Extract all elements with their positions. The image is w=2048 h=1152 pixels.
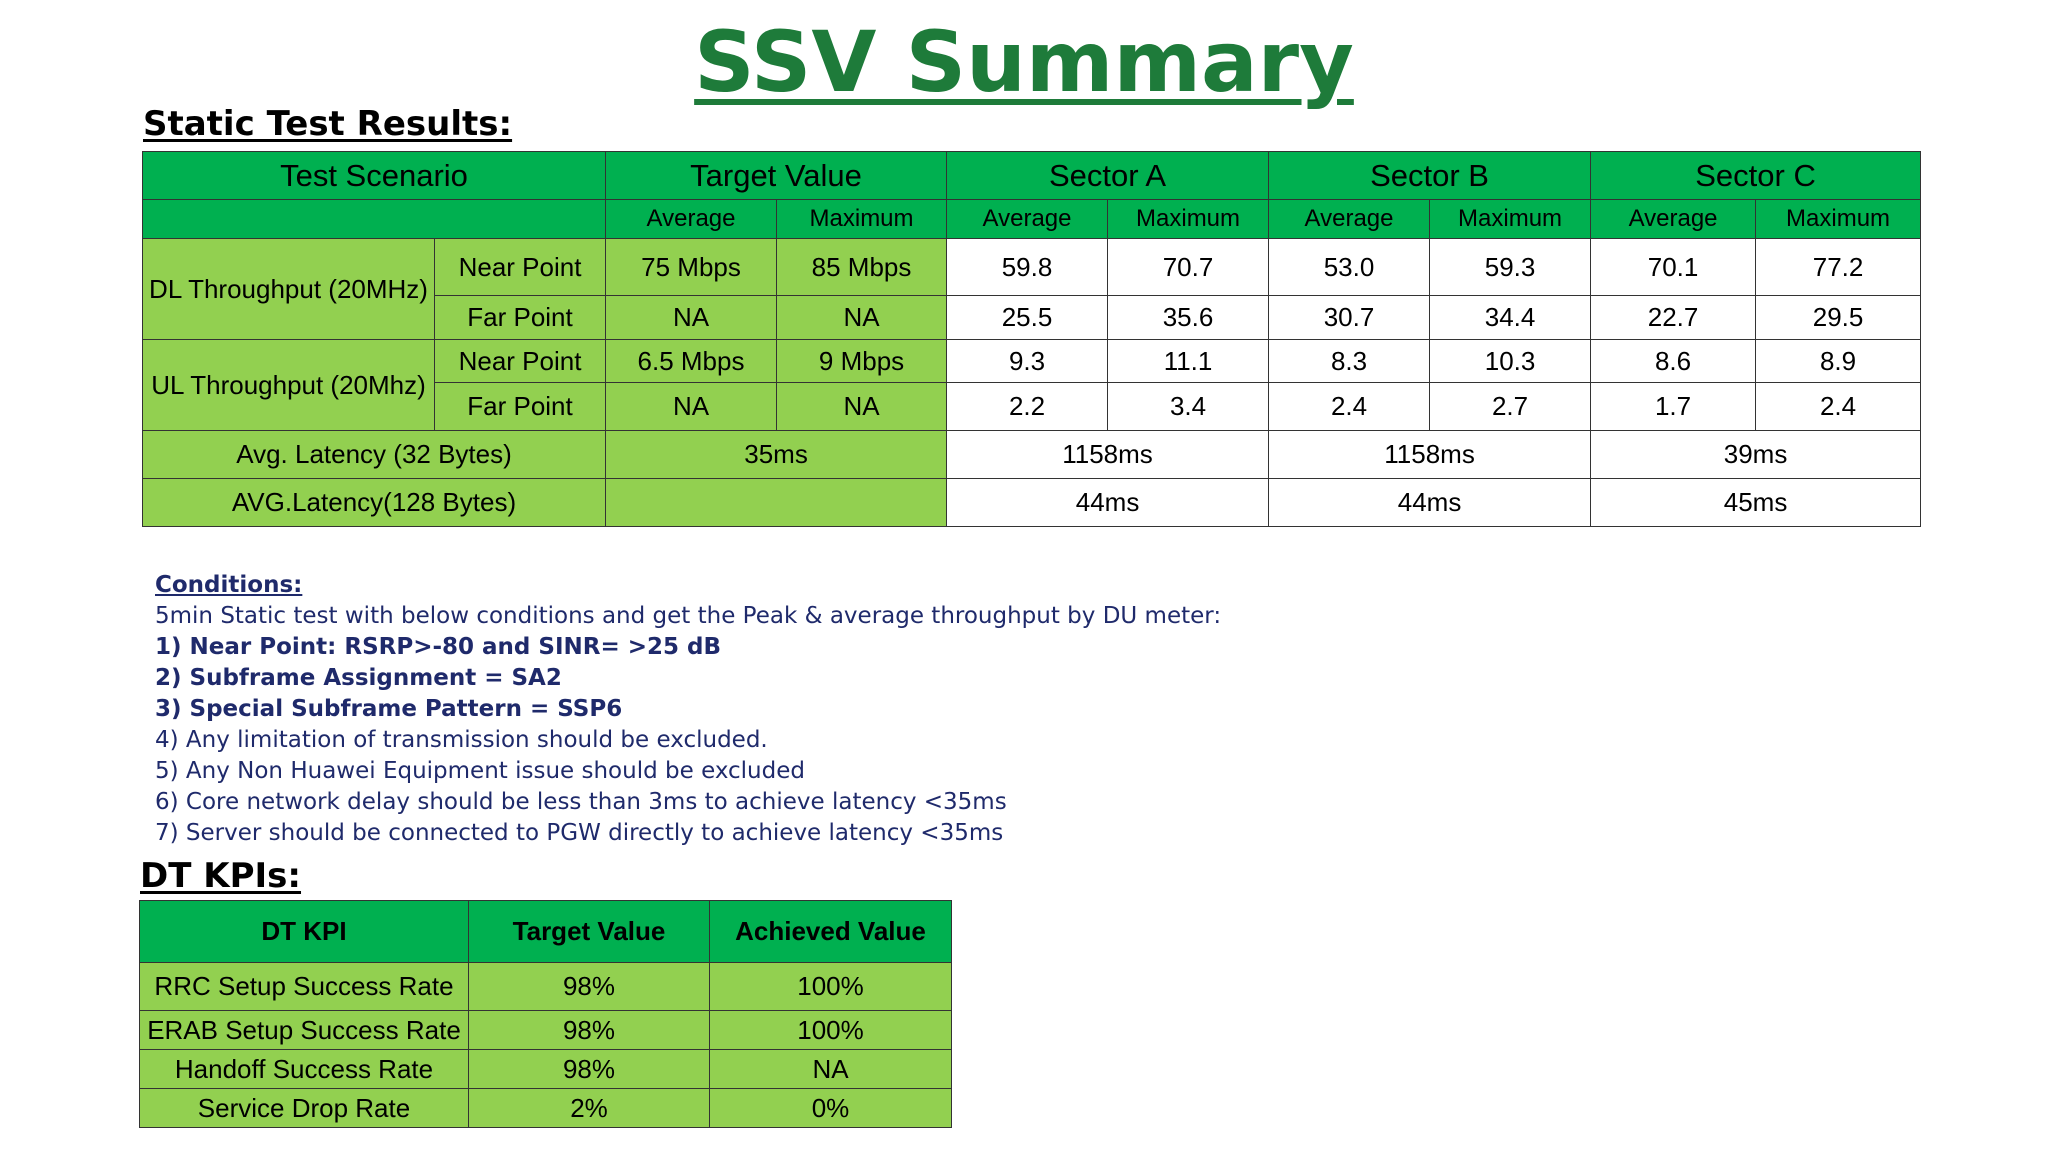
subheader-a-average: Average [946,199,1109,239]
dl-near-b-maximum: 59.3 [1429,238,1592,296]
kpi-target: 2% [468,1088,710,1128]
condition-item: 7) Server should be connected to PGW dir… [155,820,1004,846]
dl-near-a-average: 59.8 [946,238,1109,296]
kpi-name: Service Drop Rate [139,1088,469,1128]
dl-far-c-maximum: 29.5 [1755,295,1922,340]
latency-128-sector-a: 44ms [946,478,1270,527]
subheader-c-average: Average [1590,199,1757,239]
latency-32-sector-b: 1158ms [1268,430,1592,479]
conditions-intro: 5min Static test with below conditions a… [155,603,1222,629]
dl-near-target-average: 75 Mbps [605,238,778,296]
dl-near-a-maximum: 70.7 [1107,238,1270,296]
ul-far-b-average: 2.4 [1268,382,1431,431]
header-target-value: Target Value [605,151,948,200]
kpi-achieved: 100% [709,962,952,1011]
kpi-name: Handoff Success Rate [139,1049,469,1089]
subheader-target-average: Average [605,199,778,239]
dl-far-a-maximum: 35.6 [1107,295,1270,340]
ul-near-target-maximum: 9 Mbps [776,339,948,383]
subheader-b-maximum: Maximum [1429,199,1592,239]
latency-128-target [605,478,948,527]
condition-item: 2) Subframe Assignment = SA2 [155,665,562,691]
conditions-heading: Conditions: [155,572,303,598]
ul-far-b-maximum: 2.7 [1429,382,1592,431]
dl-near-target-maximum: 85 Mbps [776,238,948,296]
dl-near-c-maximum: 77.2 [1755,238,1922,296]
latency-32-sector-c: 39ms [1590,430,1922,479]
condition-item: 3) Special Subframe Pattern = SSP6 [155,696,623,722]
subheader-a-maximum: Maximum [1107,199,1270,239]
dl-throughput-label: DL Throughput (20MHz) [142,238,435,340]
kpi-name: RRC Setup Success Rate [139,962,469,1011]
subheader-blank [141,199,607,239]
kpi-header-achieved: Achieved Value [709,900,952,963]
header-sector-c: Sector C [1590,151,1922,200]
header-test-scenario: Test Scenario [141,151,607,200]
ul-throughput-label: UL Throughput (20Mhz) [142,339,435,431]
page-title: SSV Summary [0,12,2048,112]
kpi-name: ERAB Setup Success Rate [139,1010,469,1050]
condition-item: 1) Near Point: RSRP>-80 and SINR= >25 dB [155,634,722,660]
dl-far-point-label: Far Point [433,295,607,340]
conditions-block: Conditions: 5min Static test with below … [155,570,1221,849]
ul-near-a-average: 9.3 [946,339,1109,383]
dl-far-c-average: 22.7 [1590,295,1757,340]
ul-far-a-maximum: 3.4 [1107,382,1270,431]
ul-near-b-maximum: 10.3 [1429,339,1592,383]
dl-far-b-average: 30.7 [1268,295,1431,340]
static-results-table: Test Scenario Target Value Sector A Sect… [141,151,1922,527]
kpi-target: 98% [468,962,710,1011]
kpi-achieved: 100% [709,1010,952,1050]
header-sector-a: Sector A [946,151,1270,200]
dl-far-target-average: NA [605,295,778,340]
kpi-target: 98% [468,1049,710,1089]
latency-128-sector-c: 45ms [1590,478,1922,527]
dl-near-point-label: Near Point [433,238,607,296]
kpi-header-target: Target Value [468,900,710,963]
kpi-achieved: 0% [709,1088,952,1128]
latency-32-label: Avg. Latency (32 Bytes) [141,430,607,479]
dl-far-b-maximum: 34.4 [1429,295,1592,340]
ul-far-a-average: 2.2 [946,382,1109,431]
ul-far-target-maximum: NA [776,382,948,431]
dl-near-c-average: 70.1 [1590,238,1757,296]
static-results-heading: Static Test Results: [143,104,513,144]
dt-kpis-heading: DT KPIs: [140,856,302,896]
dt-kpi-table: DT KPI Target Value Achieved Value RRC S… [139,900,952,1128]
dl-near-b-average: 53.0 [1268,238,1431,296]
kpi-achieved: NA [709,1049,952,1089]
ul-far-target-average: NA [605,382,778,431]
condition-item: 5) Any Non Huawei Equipment issue should… [155,758,805,784]
condition-item: 4) Any limitation of transmission should… [155,727,768,753]
latency-128-sector-b: 44ms [1268,478,1592,527]
subheader-c-maximum: Maximum [1755,199,1922,239]
ul-near-point-label: Near Point [433,339,607,383]
subheader-target-maximum: Maximum [776,199,948,239]
latency-32-target: 35ms [605,430,948,479]
ul-near-c-average: 8.6 [1590,339,1757,383]
ul-near-c-maximum: 8.9 [1755,339,1922,383]
kpi-target: 98% [468,1010,710,1050]
ul-near-a-maximum: 11.1 [1107,339,1270,383]
header-sector-b: Sector B [1268,151,1592,200]
kpi-header-kpi: DT KPI [139,900,469,963]
dl-far-target-maximum: NA [776,295,948,340]
latency-32-sector-a: 1158ms [946,430,1270,479]
ul-far-point-label: Far Point [433,382,607,431]
dl-far-a-average: 25.5 [946,295,1109,340]
ul-near-b-average: 8.3 [1268,339,1431,383]
page-title-text: SSV Summary [694,13,1354,111]
latency-128-label: AVG.Latency(128 Bytes) [141,478,607,527]
condition-item: 6) Core network delay should be less tha… [155,789,1007,815]
ul-far-c-maximum: 2.4 [1755,382,1922,431]
ul-near-target-average: 6.5 Mbps [605,339,778,383]
subheader-b-average: Average [1268,199,1431,239]
ul-far-c-average: 1.7 [1590,382,1757,431]
